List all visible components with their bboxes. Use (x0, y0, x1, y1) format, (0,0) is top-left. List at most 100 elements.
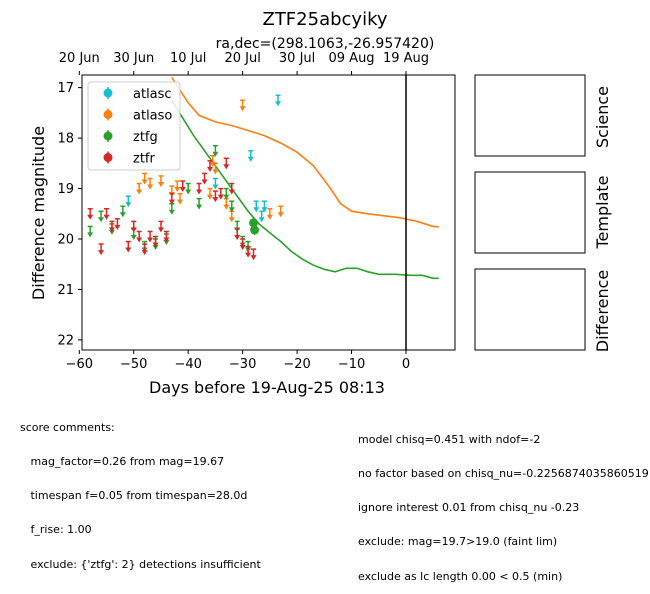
chart-subtitle: ra,dec=(298.1063,-26.957420) (216, 36, 435, 52)
limit-arrow (196, 189, 203, 195)
atlasc-upper-limit (125, 195, 132, 208)
limit-arrow (228, 189, 235, 195)
limit-arrow (206, 194, 213, 200)
limit-arrow (228, 217, 235, 223)
legend-box (87, 81, 181, 171)
comment-line: ignore interest 0.01 from chisq_nu -0.23 (358, 501, 580, 515)
science-panel (474, 74, 586, 157)
model-comments: model chisq=0.451 with ndof=-2 no factor… (358, 411, 650, 594)
limit-arrow (234, 234, 241, 240)
limit-arrow (201, 179, 208, 185)
legend-label: ztfg (133, 130, 158, 145)
ztfr-upper-limit (201, 172, 208, 185)
ztfg-upper-limit (212, 144, 219, 157)
score-comments: score comments: mag_factor=0.26 from mag… (20, 399, 261, 582)
atlaso-upper-limit (147, 177, 154, 190)
limit-arrow (245, 252, 252, 258)
limit-arrow (247, 156, 254, 162)
limit-arrow (130, 227, 137, 233)
x-tick-label: −30 (229, 357, 256, 372)
ztfr-upper-limit (108, 220, 115, 233)
atlaso-upper-limit (157, 175, 164, 187)
atlaso-model-curve (171, 77, 439, 228)
ztfr-upper-limit (223, 157, 230, 170)
ztfr-upper-limit (228, 182, 235, 195)
comment-line: exclude as lc length 0.00 < 0.5 (min) (358, 569, 563, 583)
top-tick-label: 09 Aug (329, 51, 375, 66)
limit-arrow (125, 202, 132, 208)
top-tick-label: 20 Jul (224, 51, 260, 66)
limit-arrow (258, 217, 265, 223)
limit-arrow (152, 242, 159, 248)
legend-marker (103, 153, 113, 162)
ztfr-upper-limit (163, 230, 170, 243)
y-axis-label: Difference magnitude (29, 126, 48, 300)
lightcurve-figure: ZTF25abcyiky ra,dec=(298.1063,-26.957420… (29, 9, 612, 397)
x-tick-label: −60 (66, 357, 93, 372)
top-tick-label: 20 Jun (59, 51, 100, 66)
top-tick-label: 30 Jun (113, 51, 154, 66)
atlasc-upper-limit (275, 94, 282, 107)
ztfr-upper-limit (250, 248, 257, 261)
atlaso-upper-limit (239, 99, 246, 112)
limit-arrow (185, 189, 192, 195)
ztfr-upper-limit (245, 245, 252, 258)
comment-line: f_rise: 1.00 (20, 523, 92, 537)
ztfg-upper-limit (98, 210, 105, 223)
limit-arrow (217, 194, 224, 200)
ztfr-upper-limit (196, 182, 203, 195)
atlasc-upper-limit (261, 200, 268, 213)
atlaso-upper-limit (223, 197, 230, 210)
top-tick-label: 19 Aug (383, 51, 429, 66)
top-date-axis-ticks: 20 Jun 30 Jun 10 Jul 20 Jul 30 Jul 09 Aug 19 A… (59, 51, 429, 75)
science-panel-label: Science (593, 86, 612, 148)
difference-panel-label: Difference (593, 270, 612, 352)
limit-arrow (223, 164, 230, 170)
limit-arrow (239, 106, 246, 112)
limit-arrow (250, 255, 257, 261)
x-axis-label: Days before 19-Aug-25 08:13 (149, 378, 385, 397)
y-tick-label: 22 (57, 333, 74, 348)
ztfr-upper-limit (136, 230, 143, 243)
limit-arrow (98, 217, 105, 223)
limit-arrow (212, 169, 219, 175)
limit-arrow (163, 237, 170, 243)
atlaso-upper-limit (228, 210, 235, 223)
atlaso-upper-limit (212, 162, 219, 175)
limit-arrow (163, 239, 170, 245)
ztfr-upper-limit (217, 187, 224, 200)
atlaso-upper-limit (206, 187, 213, 200)
limit-arrow (196, 204, 203, 210)
x-axis-ticks: −60 −50 −40 −30 −20 −10 0 (66, 350, 410, 372)
limit-arrow (130, 234, 137, 240)
limit-arrow (239, 245, 246, 251)
limit-arrow (119, 212, 126, 218)
y-tick-label: 17 (57, 81, 74, 96)
legend-label: atlasc (133, 87, 172, 102)
ztfr-upper-limit (157, 220, 164, 233)
comment-line: mag_factor=0.26 from mag=19.67 (20, 455, 225, 469)
chart-title: ZTF25abcyiky (262, 9, 387, 30)
atlaso-upper-limit (277, 205, 284, 218)
ztfr-upper-limit (168, 192, 175, 205)
limit-arrow (179, 187, 186, 193)
legend-marker (103, 110, 113, 119)
ztfg detections-point (250, 224, 260, 235)
template-panel-label: Template (593, 175, 612, 249)
detection-marker (249, 218, 259, 228)
comment-line: exclude: {'ztfg': 2} detections insuffic… (20, 557, 261, 571)
legend: atlasc atlaso ztfg ztfr (87, 81, 181, 171)
limit-arrow (98, 250, 105, 256)
ztfg-upper-limit (196, 197, 203, 210)
limit-arrow (228, 207, 235, 213)
plot-area: −60 −50 −40 −30 −20 −10 0 17 18 19 20 21 22 20 Jun 3… (57, 51, 456, 372)
ztfr-upper-limit (179, 180, 186, 193)
ztfg-upper-limit (185, 182, 192, 195)
limit-arrow (103, 214, 110, 220)
legend-label: ztfr (133, 152, 155, 167)
ztfr-upper-limit (87, 208, 94, 220)
y-tick-label: 19 (57, 182, 74, 197)
limit-arrow (114, 224, 121, 230)
limit-arrow (87, 232, 94, 238)
ztfr-upper-limit (234, 228, 241, 240)
